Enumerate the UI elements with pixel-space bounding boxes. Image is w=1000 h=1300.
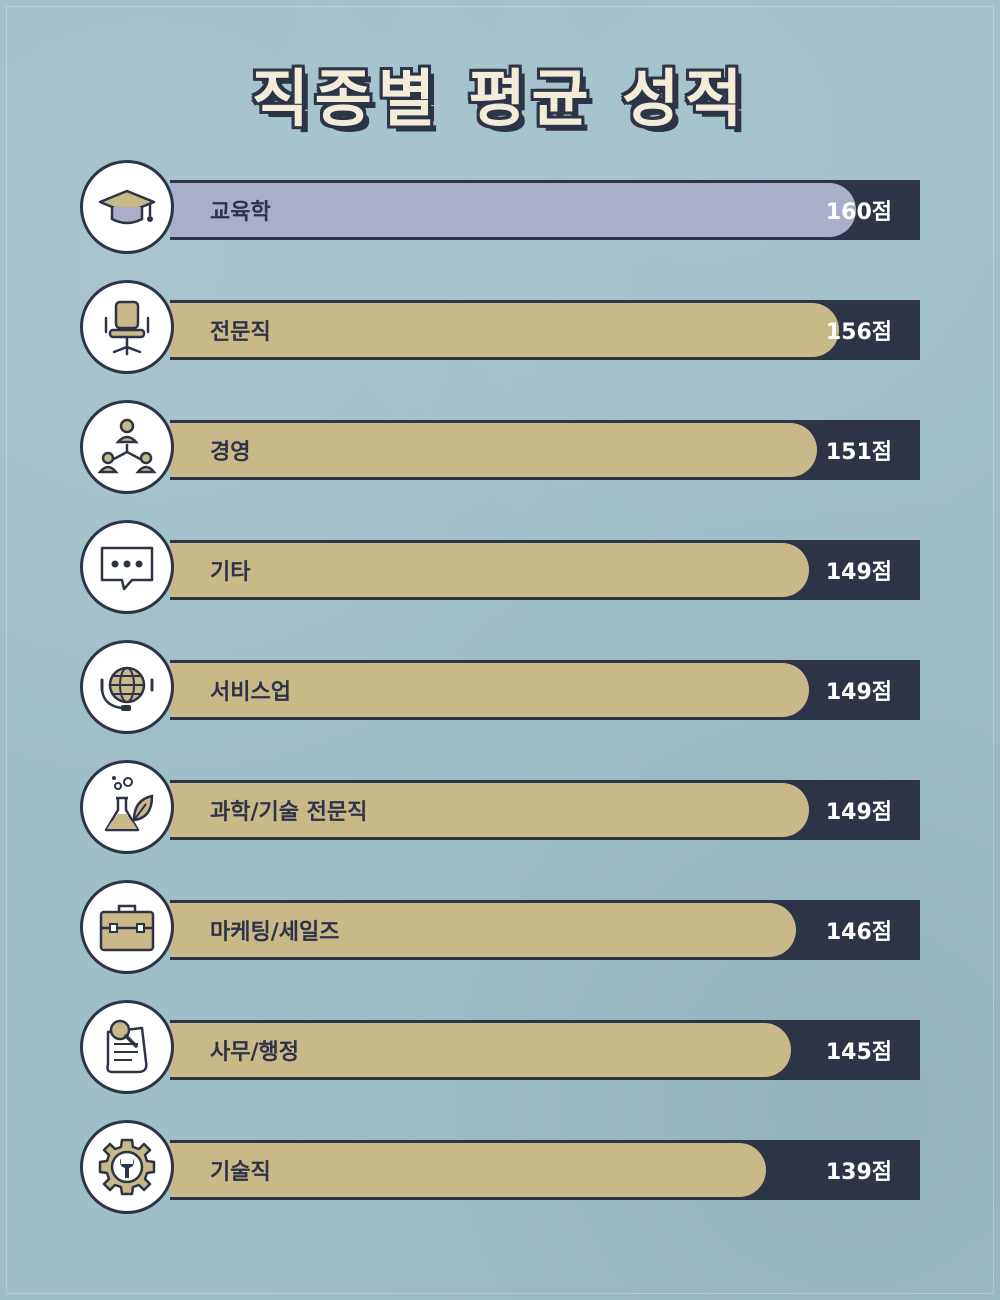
bar-row: 경영 151점 [80, 400, 920, 500]
graduation-cap-icon [80, 160, 174, 254]
category-label: 기타 [210, 560, 251, 585]
briefcase-icon [80, 880, 174, 974]
bar-fill [170, 1023, 791, 1077]
chart-title: 직종별 평균 성적 [251, 62, 749, 135]
bar-row: 기술직 139점 [80, 1120, 920, 1220]
bar-fill [170, 1143, 766, 1197]
bar-row: 과학/기술 전문직 149점 [80, 760, 920, 860]
org-chart-icon [80, 400, 174, 494]
value-label: 160점 [825, 200, 892, 225]
value-label: 149점 [825, 800, 892, 825]
bar-fill [170, 183, 856, 237]
bar-fill [170, 423, 817, 477]
bar-row: 교육학 160점 [80, 160, 920, 260]
bar-fill [170, 543, 809, 597]
bar-row: 전문직 156점 [80, 280, 920, 380]
value-label: 146점 [825, 920, 892, 945]
value-label: 149점 [825, 680, 892, 705]
category-label: 과학/기술 전문직 [210, 800, 368, 825]
category-label: 기술직 [210, 1160, 271, 1185]
bar-fill [170, 903, 796, 957]
bar-fill [170, 783, 809, 837]
bar-row: 마케팅/세일즈 146점 [80, 880, 920, 980]
category-label: 마케팅/세일즈 [210, 920, 340, 945]
category-label: 서비스업 [210, 680, 291, 705]
value-label: 139점 [825, 1160, 892, 1185]
category-label: 사무/행정 [210, 1040, 299, 1065]
office-chair-icon [80, 280, 174, 374]
value-label: 145점 [825, 1040, 892, 1065]
category-label: 전문직 [210, 320, 271, 345]
speech-bubble-icon [80, 520, 174, 614]
bar-row: 서비스업 149점 [80, 640, 920, 740]
category-label: 교육학 [210, 200, 271, 225]
globe-headset-icon [80, 640, 174, 734]
value-label: 156점 [825, 320, 892, 345]
bar-fill [170, 663, 809, 717]
value-label: 151점 [825, 440, 892, 465]
gear-wrench-icon [80, 1120, 174, 1214]
bar-row: 사무/행정 145점 [80, 1000, 920, 1100]
value-label: 149점 [825, 560, 892, 585]
category-label: 경영 [210, 440, 251, 465]
bar-fill [170, 303, 839, 357]
pushpin-paper-icon [80, 1000, 174, 1094]
flask-leaf-icon [80, 760, 174, 854]
bar-row: 기타 149점 [80, 520, 920, 620]
